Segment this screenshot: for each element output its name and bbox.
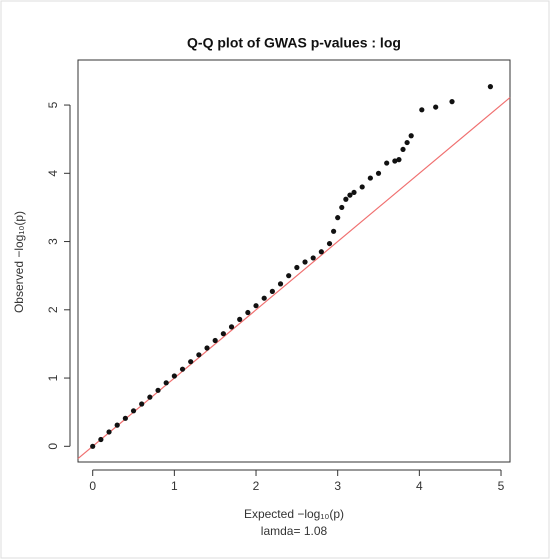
point (347, 192, 353, 198)
point (331, 228, 337, 234)
point (122, 415, 128, 421)
point (171, 373, 177, 379)
y-tick-label: 2 (46, 306, 60, 313)
y-tick-label: 0 (46, 443, 60, 450)
point (396, 157, 402, 163)
point (253, 303, 259, 309)
point (228, 324, 235, 330)
x-axis-label: Expected −log₁₀(p) (244, 507, 344, 521)
x-tick-label: 1 (171, 479, 178, 493)
point (286, 273, 292, 279)
point (294, 264, 300, 271)
point (384, 160, 390, 166)
point (335, 215, 341, 221)
point (261, 295, 267, 301)
point (90, 443, 96, 449)
point (188, 359, 194, 365)
y-tick-label: 3 (46, 238, 60, 245)
point (419, 107, 425, 113)
point (408, 133, 414, 139)
point (204, 345, 210, 351)
subtitle: lamda= 1.08 (261, 524, 328, 538)
point (339, 204, 345, 211)
point (375, 170, 382, 176)
point (351, 189, 357, 196)
point (237, 316, 243, 322)
point (98, 436, 104, 443)
point (326, 240, 333, 247)
point (130, 408, 137, 414)
y-axis-label: Observed −log₁₀(p) (12, 211, 26, 313)
point (433, 104, 439, 110)
point (367, 175, 373, 181)
point (220, 331, 226, 337)
point (310, 255, 316, 261)
x-tick-label: 0 (89, 479, 96, 493)
point (449, 99, 455, 105)
point (147, 394, 153, 400)
point (318, 249, 324, 255)
point (114, 422, 120, 428)
point (245, 309, 251, 316)
point (404, 139, 410, 146)
point (269, 288, 275, 294)
point (400, 146, 406, 153)
point (196, 352, 202, 358)
point (179, 366, 186, 372)
point (302, 259, 308, 265)
point (163, 380, 169, 386)
plot-box (77, 59, 511, 463)
x-tick-label: 2 (253, 479, 260, 493)
x-tick-label: 4 (416, 479, 423, 493)
chart-title: Q-Q plot of GWAS p-values : log (187, 35, 401, 51)
point (359, 184, 365, 190)
point (343, 196, 349, 202)
y-tick-label: 5 (46, 101, 60, 108)
y-tick-label: 1 (46, 374, 60, 381)
point (139, 401, 145, 407)
point (212, 337, 218, 344)
point (487, 84, 494, 90)
y-tick-label: 4 (46, 170, 60, 177)
point (106, 429, 112, 435)
x-tick-label: 5 (498, 479, 505, 493)
point (155, 387, 161, 393)
x-tick-label: 3 (334, 479, 341, 493)
point (277, 281, 284, 287)
point (392, 158, 398, 164)
